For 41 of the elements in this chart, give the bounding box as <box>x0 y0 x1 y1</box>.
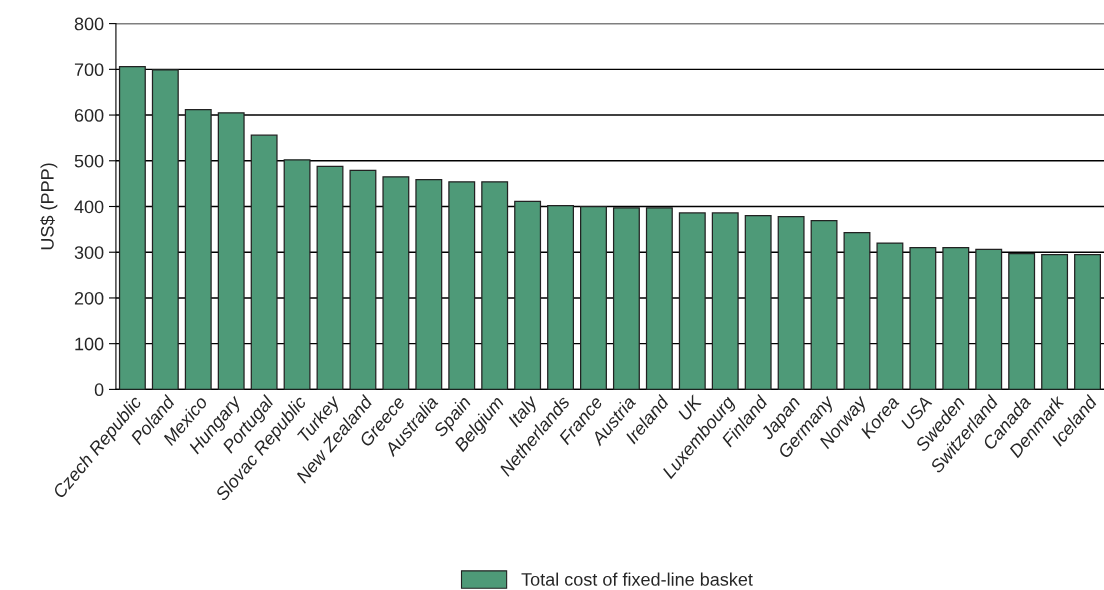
bar <box>711 212 739 390</box>
bar <box>481 181 509 390</box>
bar <box>1041 253 1069 390</box>
bar <box>250 134 278 390</box>
bar <box>843 231 871 390</box>
bar <box>909 247 937 390</box>
bar <box>612 207 640 390</box>
bar <box>645 207 673 390</box>
y-axis-title: US$ (PPP) <box>40 163 58 250</box>
bar <box>118 65 146 390</box>
bar <box>580 205 607 390</box>
y-tick-label: 700 <box>74 63 104 77</box>
bar <box>217 112 245 390</box>
y-tick-label: 400 <box>74 200 104 214</box>
y-tick-label: 200 <box>74 291 104 305</box>
bar <box>777 215 805 390</box>
bar <box>1074 253 1102 390</box>
bar <box>942 247 970 390</box>
bar <box>349 169 377 390</box>
bar <box>876 242 904 390</box>
bar <box>810 220 838 390</box>
y-tick-label: 500 <box>74 154 104 168</box>
bar <box>415 178 443 390</box>
bar <box>744 215 772 390</box>
bar <box>283 159 311 390</box>
legend-label: Total cost of fixed-line basket <box>521 572 753 586</box>
y-tick-label: 300 <box>74 246 104 259</box>
bar <box>547 204 575 390</box>
bar <box>382 176 410 390</box>
bar <box>448 181 476 390</box>
y-tick-label: 800 <box>74 17 104 31</box>
bar <box>151 69 179 390</box>
y-tick-label: 100 <box>75 337 104 351</box>
y-tick-label: 0 <box>94 383 104 397</box>
bar <box>678 212 706 390</box>
bar <box>514 200 542 390</box>
bar <box>316 165 344 390</box>
bar <box>975 248 1003 390</box>
y-tick-label: 600 <box>74 108 104 122</box>
bar <box>184 108 212 390</box>
bar <box>1008 252 1036 390</box>
